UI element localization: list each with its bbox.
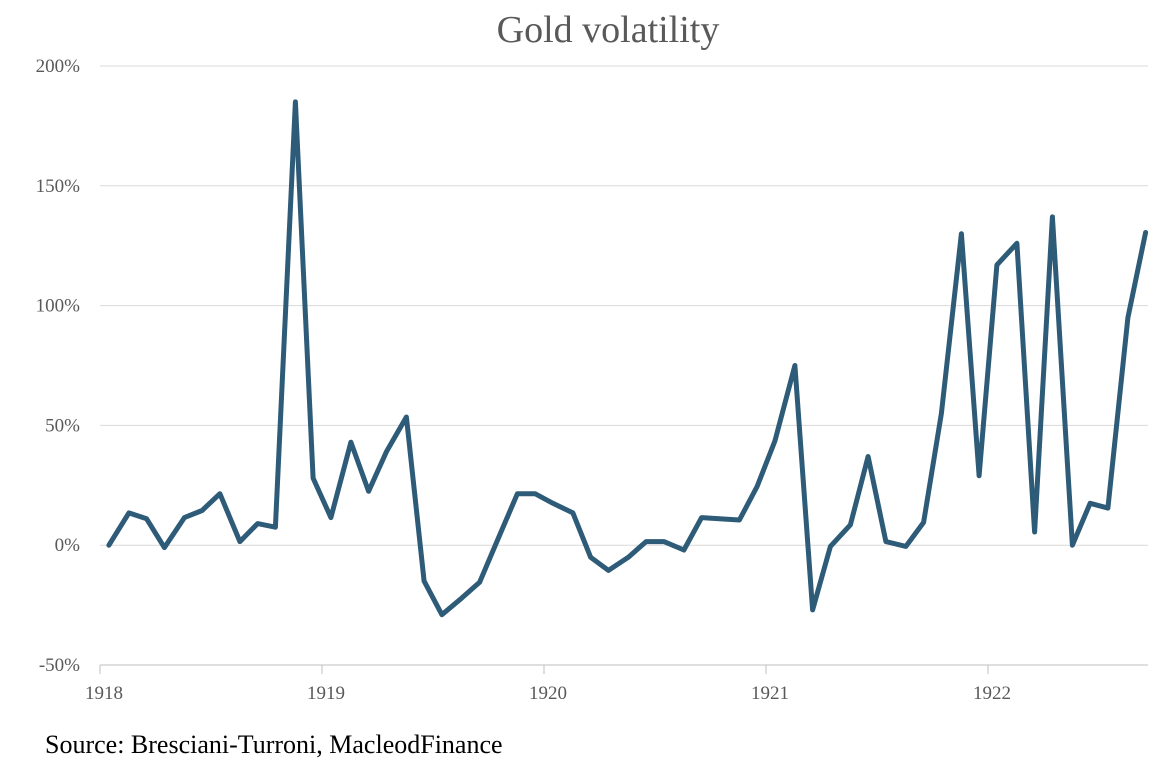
y-tick-label: -50% — [39, 655, 80, 676]
x-tick-label: 1922 — [973, 683, 1011, 704]
y-tick-label: 100% — [36, 296, 81, 317]
series-line — [106, 99, 1149, 618]
source-note: Source: Bresciani-Turroni, MacleodFinanc… — [45, 730, 503, 759]
y-tick-label: 150% — [36, 176, 81, 197]
line-chart: -50%0%50%100%150%200% 1918 1919 1920 1921 19… — [36, 56, 1149, 704]
gridlines — [100, 65, 1148, 546]
chart-title: Gold volatility — [496, 9, 720, 51]
y-tick-label: 0% — [55, 535, 81, 556]
series-group — [106, 99, 1149, 618]
y-tick-label: 200% — [36, 56, 81, 77]
x-tick-label: 1919 — [307, 683, 345, 704]
y-axis-ticks: -50% 0% 50% 100% 150% 200% — [36, 56, 81, 676]
y-tick-label: 50% — [45, 415, 80, 436]
x-tick-label: 1921 — [751, 683, 789, 704]
x-tick-label: 1918 — [85, 683, 123, 704]
x-axis-ticks: 1918 1919 1920 1921 1922 — [85, 665, 1011, 704]
x-tick-label: 1920 — [529, 683, 567, 704]
